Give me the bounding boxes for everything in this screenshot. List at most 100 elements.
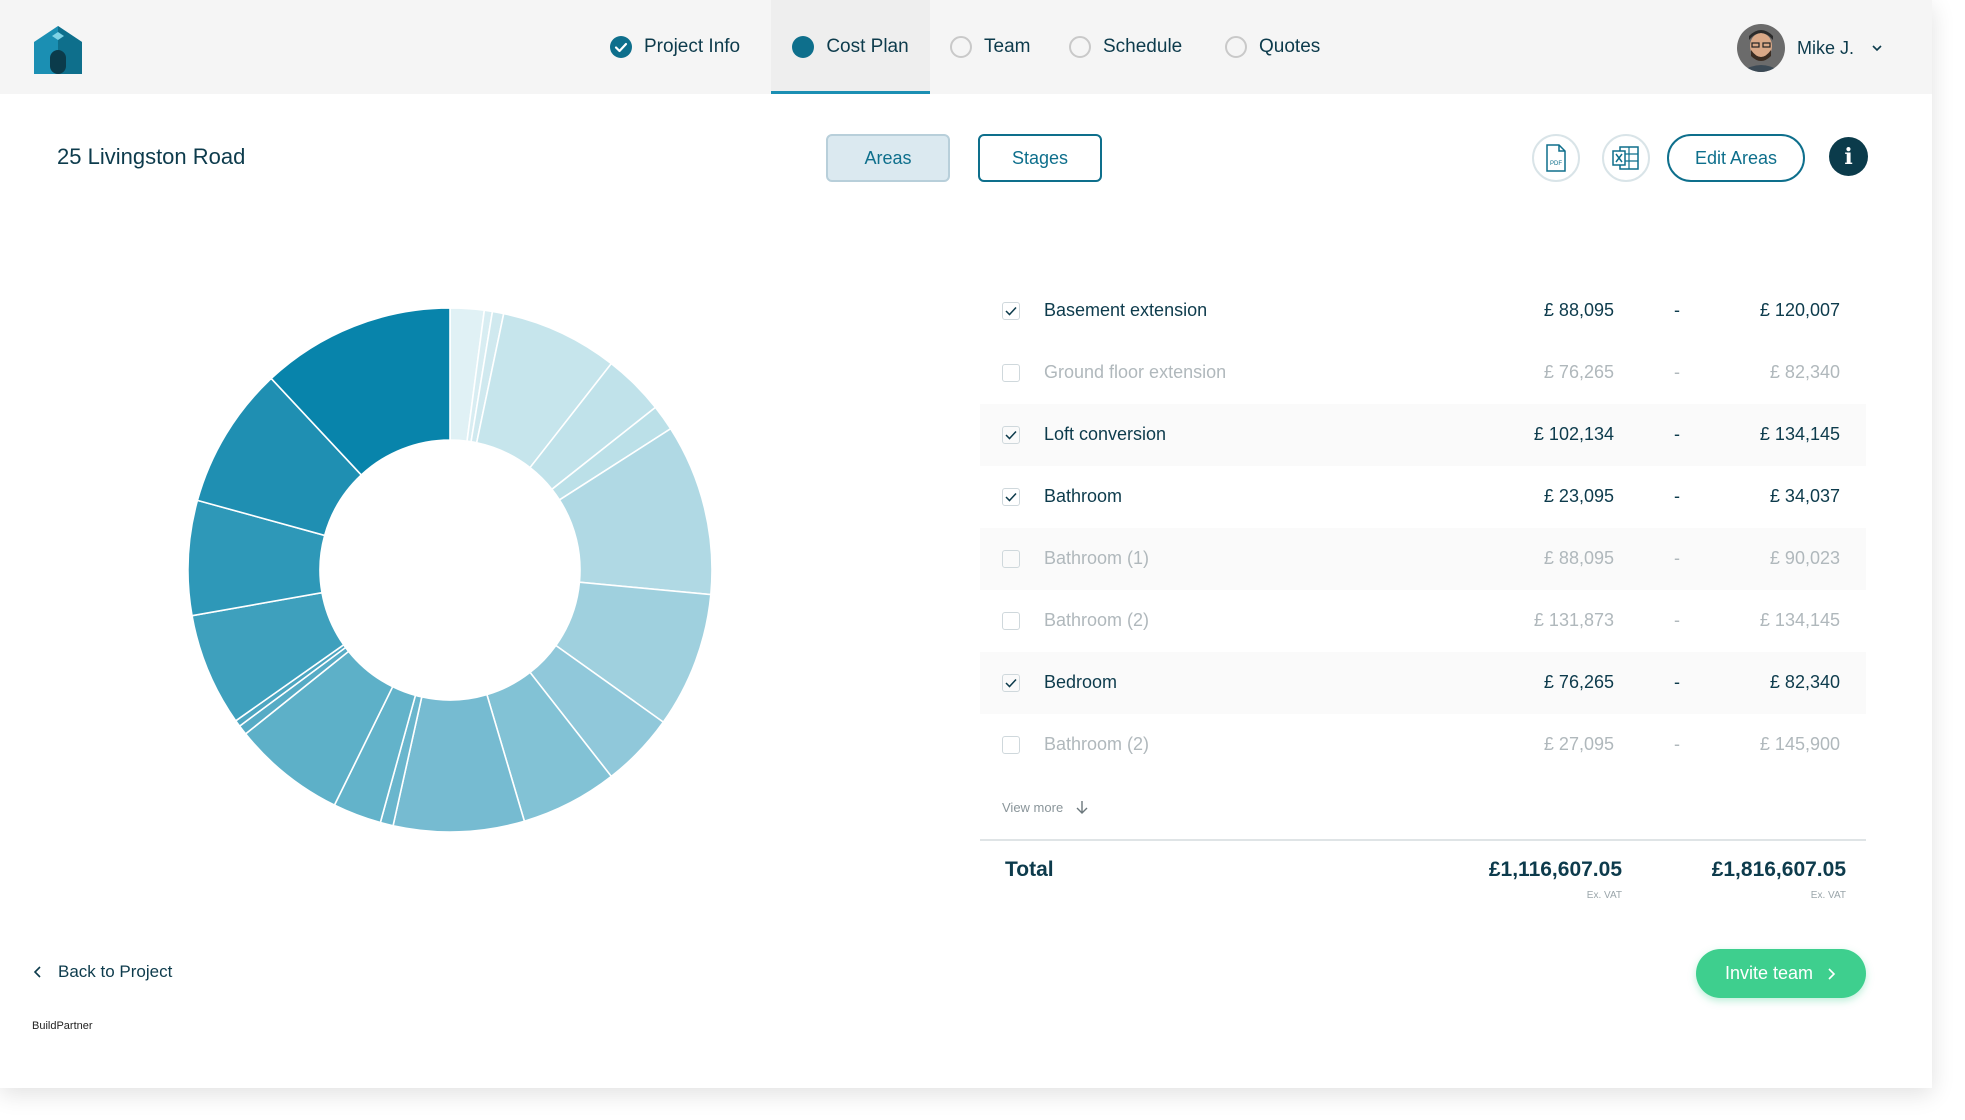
table-row[interactable]: Bedroom £ 76,265 - £ 82,340 bbox=[980, 652, 1866, 714]
chevron-right-icon bbox=[1828, 967, 1836, 980]
pdf-export-icon: PDF bbox=[1546, 144, 1566, 172]
areas-toggle-button[interactable]: Areas bbox=[826, 134, 950, 182]
table-row[interactable]: Bathroom £ 23,095 - £ 34,037 bbox=[980, 466, 1866, 528]
low-cost: £ 23,095 bbox=[1543, 486, 1614, 506]
check-icon bbox=[1005, 306, 1017, 316]
invite-label: Invite team bbox=[1724, 963, 1814, 983]
range-dash: - bbox=[1674, 362, 1680, 382]
top-nav: Project Info Cost Plan Team Schedule Quo… bbox=[0, 0, 1932, 94]
donut-segment[interactable] bbox=[270, 307, 451, 477]
area-name: Basement extension bbox=[1044, 300, 1208, 320]
low-cost: £ 131,873 bbox=[1533, 610, 1614, 630]
total-low-note: Ex. VAT bbox=[1586, 890, 1622, 901]
filled-dot-icon bbox=[792, 36, 815, 58]
tab-label: Quotes bbox=[1259, 36, 1321, 57]
high-cost: £ 82,340 bbox=[1769, 672, 1840, 692]
page-title: 25 Livingston Road bbox=[57, 144, 246, 169]
low-cost: £ 88,095 bbox=[1543, 300, 1614, 320]
check-icon bbox=[1005, 430, 1017, 440]
checkbox[interactable] bbox=[1002, 364, 1020, 382]
back-to-project-link[interactable]: Back to Project bbox=[32, 962, 172, 982]
area-name: Bathroom (2) bbox=[1044, 734, 1150, 754]
total-label: Total bbox=[1005, 858, 1054, 881]
checkbox[interactable] bbox=[1002, 302, 1020, 320]
area-name: Bathroom (1) bbox=[1044, 548, 1150, 568]
high-cost: £ 134,145 bbox=[1759, 610, 1840, 630]
info-button[interactable]: i bbox=[1829, 137, 1868, 176]
edit-areas-button[interactable]: Edit Areas bbox=[1667, 134, 1805, 182]
total-divider bbox=[980, 839, 1866, 841]
view-more-label: View more bbox=[1002, 799, 1064, 815]
empty-circle-icon bbox=[1069, 36, 1091, 58]
area-name: Ground floor extension bbox=[1044, 362, 1227, 382]
check-circle-icon bbox=[610, 36, 632, 58]
back-label: Back to Project bbox=[58, 962, 173, 981]
checkbox[interactable] bbox=[1002, 550, 1020, 568]
checkbox[interactable] bbox=[1002, 488, 1020, 506]
total-low: £1,116,607.05 bbox=[1488, 858, 1622, 881]
table-row[interactable]: Loft conversion £ 102,134 - £ 134,145 bbox=[980, 404, 1866, 466]
low-cost: £ 27,095 bbox=[1543, 734, 1614, 754]
arrow-down-icon bbox=[1076, 801, 1088, 814]
chevron-down-icon bbox=[1872, 45, 1882, 52]
user-menu[interactable]: Mike J. bbox=[1737, 24, 1884, 72]
low-cost: £ 88,095 bbox=[1543, 548, 1614, 568]
svg-text:PDF: PDF bbox=[1550, 161, 1562, 167]
cost-donut-chart bbox=[187, 307, 713, 833]
area-name: Bedroom bbox=[1044, 672, 1118, 692]
house-logo-icon[interactable] bbox=[34, 26, 82, 74]
view-more-link[interactable]: View more bbox=[1002, 799, 1089, 815]
high-cost: £ 145,900 bbox=[1759, 734, 1840, 754]
high-cost: £ 90,023 bbox=[1769, 548, 1840, 568]
range-dash: - bbox=[1674, 424, 1680, 444]
total-high: £1,816,607.05 bbox=[1711, 858, 1846, 881]
range-dash: - bbox=[1674, 734, 1680, 754]
avatar bbox=[1737, 24, 1785, 72]
checkbox[interactable] bbox=[1002, 736, 1020, 754]
chevron-left-icon bbox=[33, 966, 41, 978]
high-cost: £ 82,340 bbox=[1769, 362, 1840, 382]
app-window: Project Info Cost Plan Team Schedule Quo… bbox=[0, 0, 1932, 1032]
empty-circle-icon bbox=[950, 36, 972, 58]
range-dash: - bbox=[1674, 610, 1680, 630]
low-cost: £ 76,265 bbox=[1543, 362, 1614, 382]
range-dash: - bbox=[1674, 486, 1680, 506]
table-row[interactable]: Basement extension £ 88,095 - £ 120,007 bbox=[980, 280, 1866, 342]
areas-table: Basement extension £ 88,095 - £ 120,007 … bbox=[980, 280, 1866, 776]
area-name: Loft conversion bbox=[1044, 424, 1167, 444]
tab-quotes[interactable]: Quotes bbox=[1225, 0, 1320, 94]
range-dash: - bbox=[1674, 300, 1680, 320]
checkbox[interactable] bbox=[1002, 426, 1020, 444]
excel-export-icon bbox=[1612, 146, 1639, 170]
table-row[interactable]: Bathroom (2) £ 27,095 - £ 145,900 bbox=[980, 714, 1866, 776]
checkbox[interactable] bbox=[1002, 674, 1020, 692]
invite-team-button[interactable]: Invite team bbox=[1696, 949, 1866, 998]
stages-toggle-button[interactable]: Stages bbox=[978, 134, 1102, 182]
low-cost: £ 76,265 bbox=[1543, 672, 1614, 692]
table-row[interactable]: Bathroom (2) £ 131,873 - £ 134,145 bbox=[980, 590, 1866, 652]
low-cost: £ 102,134 bbox=[1533, 424, 1614, 444]
range-dash: - bbox=[1674, 548, 1680, 568]
range-dash: - bbox=[1674, 672, 1680, 692]
high-cost: £ 34,037 bbox=[1769, 486, 1840, 506]
brand-footer: BuildPartner bbox=[32, 1020, 93, 1032]
pdf-export-button[interactable]: PDF bbox=[1532, 134, 1580, 182]
tab-team[interactable]: Team bbox=[950, 0, 1030, 94]
table-row[interactable]: Bathroom (1) £ 88,095 - £ 90,023 bbox=[980, 528, 1866, 590]
user-name: Mike J. bbox=[1797, 37, 1855, 58]
tab-project-info[interactable]: Project Info bbox=[610, 0, 740, 94]
tab-label: Schedule bbox=[1103, 36, 1183, 57]
table-row[interactable]: Ground floor extension £ 76,265 - £ 82,3… bbox=[980, 342, 1866, 404]
excel-export-button[interactable] bbox=[1602, 134, 1650, 182]
high-cost: £ 120,007 bbox=[1759, 300, 1840, 320]
tab-schedule[interactable]: Schedule bbox=[1069, 0, 1182, 94]
tab-label: Cost Plan bbox=[826, 36, 909, 57]
area-name: Bathroom (2) bbox=[1044, 610, 1150, 630]
checkbox[interactable] bbox=[1002, 612, 1020, 630]
check-icon bbox=[1005, 492, 1017, 502]
tab-cost-plan[interactable]: Cost Plan bbox=[771, 0, 930, 94]
tab-label: Project Info bbox=[644, 36, 741, 57]
total-high-note: Ex. VAT bbox=[1810, 890, 1846, 901]
tab-label: Team bbox=[984, 36, 1031, 57]
check-icon bbox=[1005, 678, 1017, 688]
